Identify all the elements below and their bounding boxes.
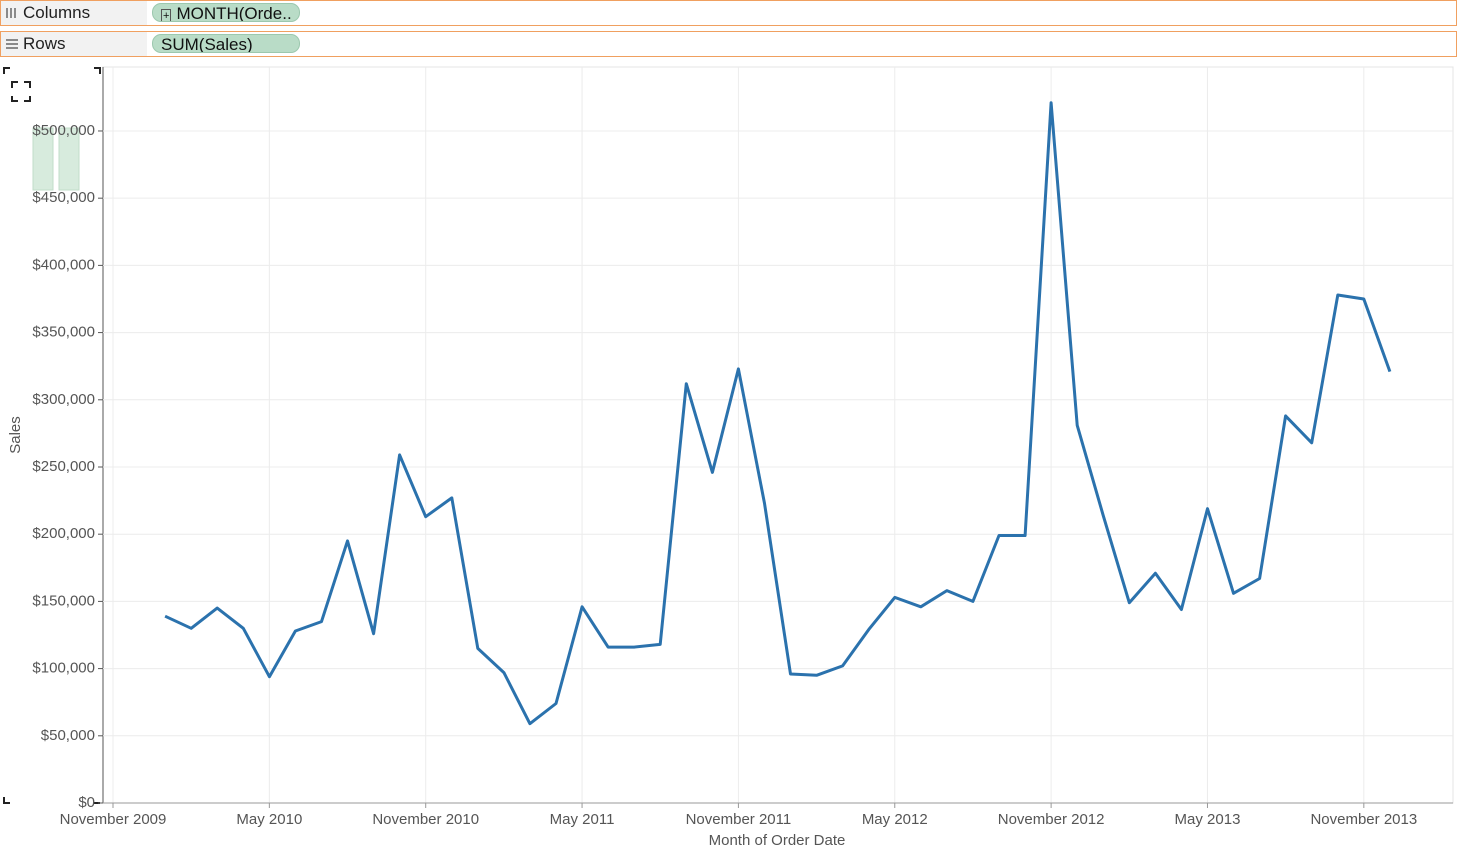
shelf-label-text: Columns — [23, 3, 91, 22]
y-tick-label: $500,000 — [32, 122, 95, 139]
sales-line — [164, 101, 1392, 726]
corner-marks — [3, 67, 101, 804]
pill[interactable]: SUM(Sales) — [152, 34, 300, 53]
plot-frame — [102, 66, 1454, 804]
x-tick-label: November 2011 — [686, 811, 792, 828]
pill[interactable]: + MONTH(Orde.. — [152, 3, 300, 22]
x-axis-title: Month of Order Date — [709, 832, 846, 849]
rows-shelf: Rows SUM(Sales) — [0, 31, 1457, 57]
x-tick-label: November 2010 — [372, 811, 479, 828]
y-tick-label: $200,000 — [32, 525, 95, 542]
y-axis-title: Sales — [7, 416, 24, 454]
x-tick-label: May 2010 — [236, 811, 302, 828]
y-tick-label: $250,000 — [32, 458, 95, 475]
x-tick-label: November 2009 — [60, 811, 167, 828]
y-tick-label: $300,000 — [32, 391, 95, 408]
pane-marker — [58, 127, 80, 191]
shelf-label: Rows — [1, 32, 147, 56]
y-tick-label: $350,000 — [32, 324, 95, 341]
x-tick-label: November 2013 — [1310, 811, 1417, 828]
y-tick-label: $100,000 — [32, 660, 95, 677]
x-tick-label: May 2012 — [862, 811, 928, 828]
pane-marker — [32, 127, 54, 191]
x-tick-label: May 2013 — [1175, 811, 1241, 828]
shelf-label-text: Rows — [23, 34, 66, 53]
y-tick-label: $450,000 — [32, 189, 95, 206]
x-tick-label: May 2011 — [550, 811, 615, 828]
pill-text: MONTH(Orde.. — [176, 4, 292, 22]
fit-icon[interactable] — [11, 81, 31, 102]
pill-text: SUM(Sales) — [161, 35, 253, 53]
chart: Sales Month of Order Date $0 $50,000 $100,… — [3, 66, 1454, 849]
y-tick-label: $0 — [78, 794, 95, 811]
y-tick-label: $50,000 — [41, 727, 95, 744]
columns-shelf: Columns + MONTH(Orde.. — [0, 0, 1457, 26]
x-tick-label: November 2012 — [998, 811, 1105, 828]
y-tick-label: $150,000 — [32, 592, 95, 609]
y-tick-label: $400,000 — [32, 256, 95, 273]
shelf-label: Columns — [1, 1, 147, 25]
